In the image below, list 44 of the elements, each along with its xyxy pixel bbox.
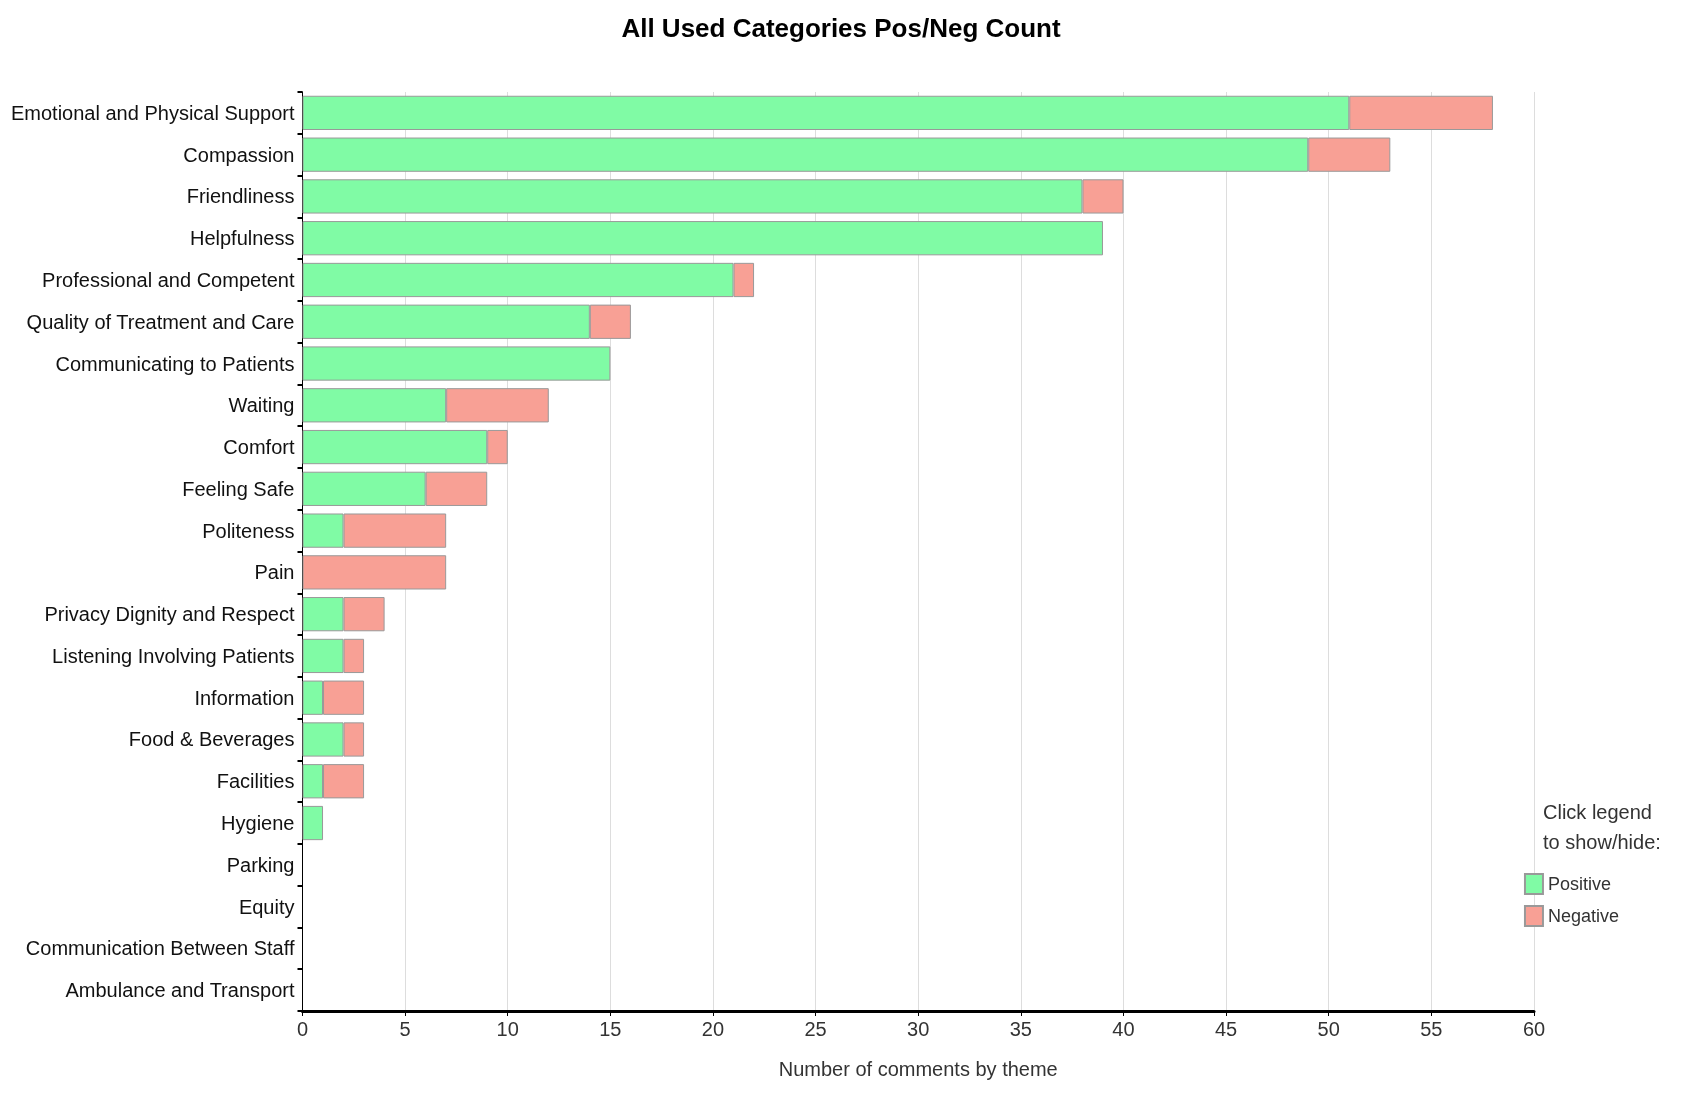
y-tick-label: Hygiene — [221, 812, 295, 835]
x-tick-label: 40 — [1112, 1018, 1135, 1040]
chart-title: All Used Categories Pos/Neg Count — [621, 13, 1061, 43]
y-tick-label: Quality of Treatment and Care — [26, 310, 295, 333]
legend-label: Positive — [1547, 874, 1611, 894]
x-tick-label: 15 — [599, 1018, 622, 1040]
bar — [302, 346, 611, 381]
y-tick-label: Equity — [238, 895, 295, 918]
legend-title: Click legend to show/hide: — [1543, 801, 1661, 853]
y-tick-label: Comfort — [223, 436, 295, 459]
x-tick-label: 25 — [804, 1018, 827, 1040]
x-tick-label: 50 — [1317, 1018, 1340, 1040]
bar — [302, 805, 324, 841]
y-tick-label: Waiting — [228, 394, 295, 417]
y-tick-label: Pain — [254, 561, 295, 584]
y-tick-label: Food & Beverages — [128, 728, 295, 751]
y-tick-label: Parking — [226, 853, 295, 876]
x-tick-label: 55 — [1420, 1018, 1443, 1040]
x-tick-label: 10 — [496, 1018, 519, 1040]
y-tick-label: Feeling Safe — [182, 477, 295, 500]
y-tick-label: Emotional and Physical Support — [11, 101, 295, 124]
x-tick-label: 5 — [399, 1018, 411, 1040]
x-tick-label: 60 — [1522, 1018, 1546, 1040]
x-axis-title: Number of comments by theme — [778, 1058, 1058, 1080]
x-tick-label: 35 — [1009, 1018, 1032, 1040]
legend-label: Negative — [1547, 906, 1619, 926]
x-tick-label: 0 — [296, 1018, 309, 1040]
y-tick-label: Privacy Dignity and Respect — [44, 603, 295, 626]
x-tick-label: 30 — [907, 1018, 930, 1040]
y-tick-label: Professional and Competent — [42, 268, 295, 291]
y-tick-label: Communication Between Staff — [25, 937, 295, 960]
y-tick-label: Communicating to Patients — [55, 352, 295, 375]
y-tick-label: Helpfulness — [189, 227, 295, 250]
bar — [302, 555, 447, 590]
y-tick-label: Compassion — [183, 143, 295, 166]
y-tick-label: Friendliness — [186, 185, 295, 208]
y-tick-label: Listening Involving Patients — [52, 644, 295, 667]
x-tick-label: 20 — [701, 1018, 725, 1040]
y-tick-label: Politeness — [202, 519, 295, 542]
y-tick-label: Facilities — [216, 770, 295, 793]
x-tick-label: 45 — [1215, 1018, 1238, 1040]
bar — [302, 221, 1103, 256]
y-tick-label: Information — [194, 686, 295, 709]
y-tick-label: Ambulance and Transport — [65, 979, 295, 1002]
